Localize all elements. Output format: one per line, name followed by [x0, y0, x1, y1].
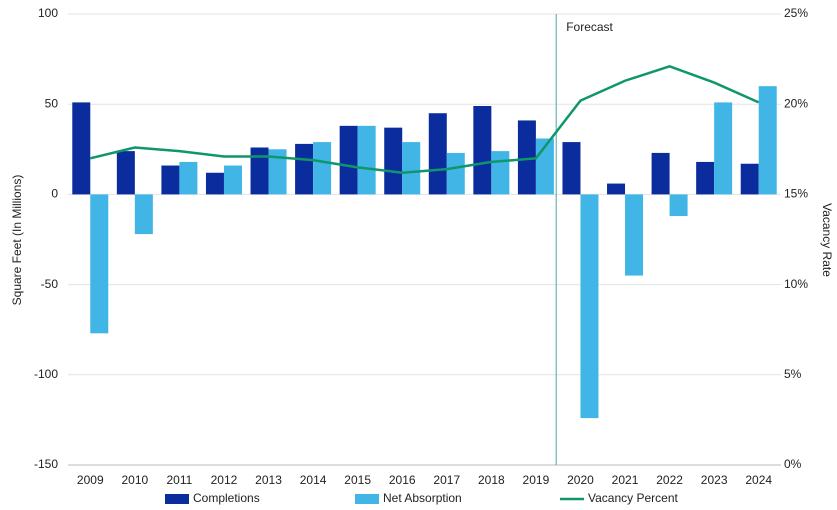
legend-label: Completions — [193, 491, 260, 505]
x-tick-label: 2016 — [389, 473, 416, 487]
bar — [669, 194, 688, 217]
bar — [473, 106, 492, 195]
bar — [223, 165, 242, 195]
x-tick-label: 2010 — [121, 473, 148, 487]
bar — [562, 142, 581, 195]
bar — [161, 165, 180, 195]
forecast-label: Forecast — [566, 20, 613, 34]
y2-tick-label: 0% — [784, 457, 802, 471]
bar — [491, 151, 510, 195]
x-tick-label: 2012 — [211, 473, 238, 487]
y-tick-label: -50 — [41, 277, 59, 291]
bar — [758, 86, 777, 195]
y-tick-label: -150 — [34, 457, 58, 471]
x-tick-label: 2009 — [77, 473, 104, 487]
bar — [402, 142, 421, 195]
y2-tick-label: 15% — [784, 187, 808, 201]
y2-tick-label: 10% — [784, 277, 808, 291]
bar — [90, 194, 109, 334]
bar — [740, 163, 759, 195]
bar — [696, 161, 715, 195]
bar — [428, 113, 447, 195]
legend-swatch — [165, 494, 189, 504]
y-tick-label: 100 — [38, 6, 58, 20]
y2-tick-label: 5% — [784, 367, 802, 381]
x-tick-label: 2023 — [701, 473, 728, 487]
bar — [268, 149, 287, 195]
bar — [625, 194, 644, 276]
bar — [517, 120, 536, 195]
bar — [116, 151, 135, 195]
y-tick-label: -100 — [34, 367, 58, 381]
bar — [384, 127, 403, 195]
x-tick-label: 2022 — [656, 473, 683, 487]
y2-tick-label: 20% — [784, 96, 808, 110]
y2-axis-label: Vacancy Rate — [820, 203, 834, 277]
x-tick-label: 2015 — [344, 473, 371, 487]
bar — [134, 194, 153, 235]
bar — [179, 161, 198, 195]
bar — [607, 183, 626, 195]
legend-swatch — [355, 494, 379, 504]
x-tick-label: 2011 — [167, 473, 193, 487]
bar — [295, 143, 314, 195]
bar — [339, 125, 358, 195]
y-tick-label: 50 — [45, 96, 59, 110]
bar — [446, 152, 465, 195]
bar — [357, 125, 376, 195]
x-tick-label: 2018 — [478, 473, 505, 487]
bar — [72, 102, 91, 195]
x-tick-label: 2024 — [745, 473, 772, 487]
bar — [580, 194, 599, 419]
line — [89, 64, 760, 175]
x-tick-label: 2017 — [433, 473, 460, 487]
x-tick-label: 2013 — [255, 473, 282, 487]
bar — [313, 142, 332, 195]
y2-tick-label: 25% — [784, 6, 808, 20]
legend-label: Net Absorption — [383, 491, 462, 505]
y-axis-label: Square Feet (In Millions) — [10, 175, 24, 306]
legend-label: Vacancy Percent — [588, 491, 678, 505]
y-tick-label: 0 — [51, 187, 58, 201]
x-tick-label: 2019 — [523, 473, 550, 487]
bar — [205, 172, 224, 195]
bar — [250, 147, 269, 195]
bar — [714, 102, 733, 195]
bar — [651, 152, 670, 195]
x-tick-label: 2020 — [567, 473, 594, 487]
x-tick-label: 2021 — [612, 473, 639, 487]
x-tick-label: 2014 — [300, 473, 327, 487]
